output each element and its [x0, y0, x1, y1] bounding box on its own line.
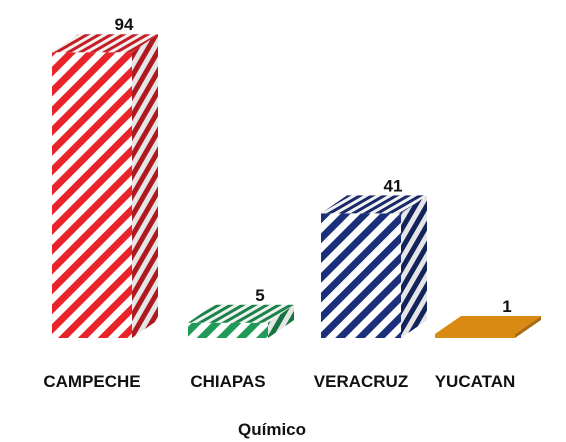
category-label-campeche: CAMPECHE — [43, 372, 141, 391]
bar-front-face — [188, 322, 268, 338]
data-label-yucatan: 1 — [502, 297, 511, 316]
bar-front-face — [435, 334, 515, 338]
category-label-chiapas: CHIAPAS — [190, 372, 266, 391]
bar-campeche — [52, 34, 158, 339]
bar-top-face — [321, 195, 427, 214]
bar-top-face — [188, 304, 294, 323]
bar-side-face — [401, 195, 427, 338]
bar-yucatan — [435, 316, 541, 338]
category-label-veracruz: VERACRUZ — [313, 372, 409, 391]
bar-top-face — [52, 34, 158, 53]
bar-side-face — [515, 316, 541, 338]
bar-top-face — [435, 316, 541, 334]
data-label-chiapas: 5 — [255, 286, 264, 305]
bar-chiapas — [188, 304, 294, 338]
data-label-veracruz: 41 — [384, 176, 403, 195]
data-label-campeche: 94 — [115, 15, 134, 34]
bar-veracruz — [321, 195, 427, 338]
x-axis-title: Químico — [237, 420, 307, 439]
bar-side-face — [268, 304, 294, 338]
bars-layer — [52, 34, 541, 339]
bar-front-face — [321, 213, 401, 338]
bar-side-face — [132, 34, 158, 339]
bar-front-face — [52, 52, 132, 339]
data-labels-layer: 94 5 41 1 — [115, 15, 512, 316]
category-label-yucatan: YUCATAN — [434, 372, 516, 391]
